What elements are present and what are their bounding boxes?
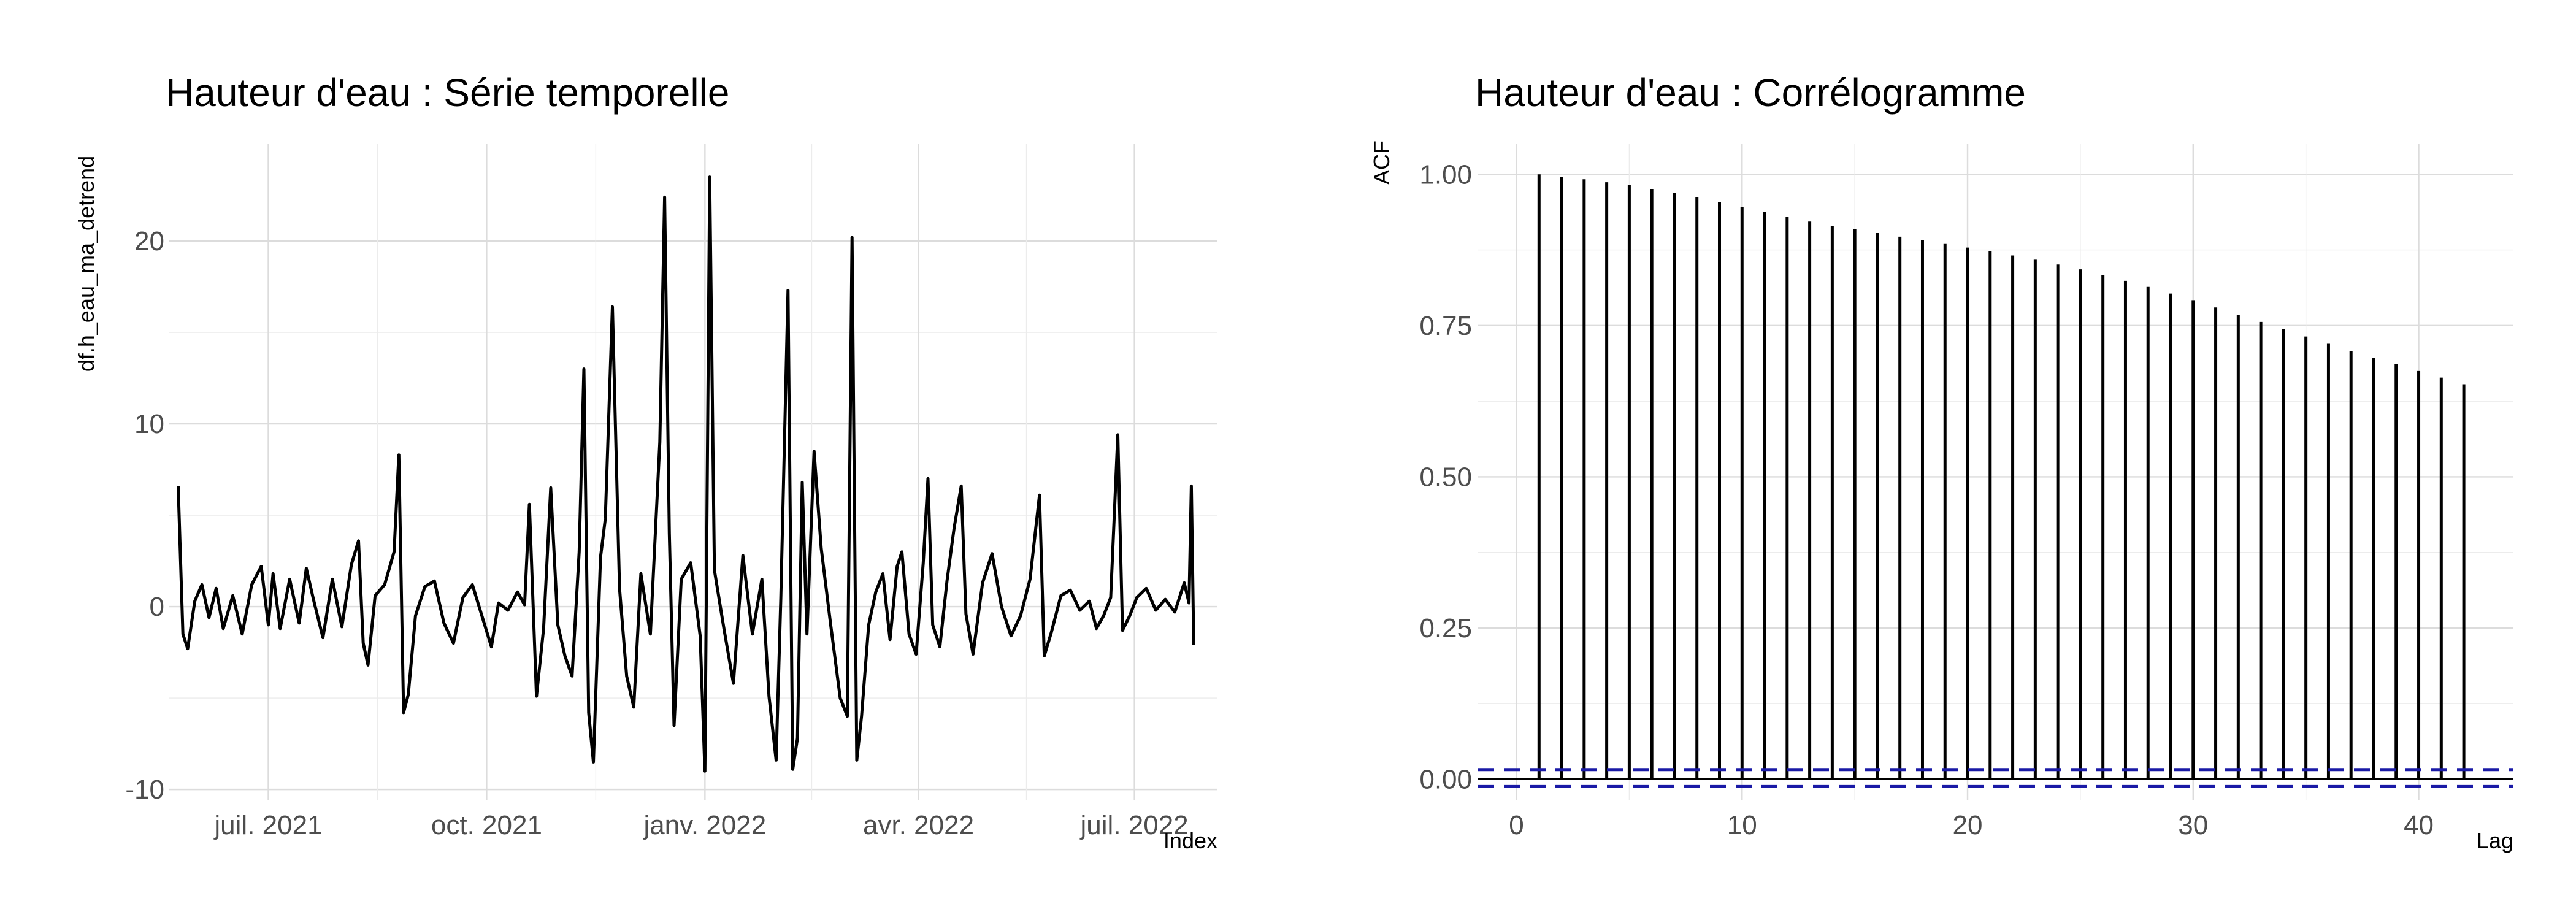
correlogram-panel: Hauteur d'eau : Corrélogramme 0.000.250.… bbox=[1369, 71, 2513, 853]
x-tick-label: 0 bbox=[1509, 810, 1524, 840]
time-series-panel: Hauteur d'eau : Série temporelle -10 0 10 2… bbox=[74, 71, 1217, 853]
y-tick-label: 1.00 bbox=[1419, 159, 1472, 190]
y-tick-label: 0.75 bbox=[1419, 311, 1472, 341]
y-tick-label: 20 bbox=[134, 226, 164, 256]
correlogram-title: Hauteur d'eau : Corrélogramme bbox=[1475, 71, 2026, 115]
x-tick-label: juil. 2021 bbox=[213, 810, 322, 840]
correlogram-confidence-bounds bbox=[1478, 768, 2513, 788]
correlogram-grid bbox=[1478, 144, 2513, 800]
time-series-y-label: df.h_eau_ma_detrend bbox=[74, 156, 99, 372]
y-tick-label: -10 bbox=[125, 775, 164, 805]
time-series-y-ticks: -10 0 10 20 bbox=[125, 226, 164, 805]
correlogram-y-ticks: 0.00 0.25 0.50 0.75 1.00 bbox=[1419, 159, 1472, 794]
x-tick-label: oct. 2021 bbox=[431, 810, 542, 840]
x-tick-label: juil. 2022 bbox=[1079, 810, 1189, 840]
correlogram-x-label: Lag bbox=[2477, 828, 2513, 853]
y-tick-label: 0.25 bbox=[1419, 613, 1472, 643]
correlogram-bars bbox=[1478, 174, 2513, 780]
time-series-grid bbox=[169, 144, 1217, 800]
correlogram-y-label: ACF bbox=[1369, 140, 1394, 185]
y-tick-label: 0.00 bbox=[1419, 764, 1472, 794]
time-series-line bbox=[177, 175, 1195, 773]
time-series-title: Hauteur d'eau : Série temporelle bbox=[166, 71, 729, 115]
x-tick-label: 30 bbox=[2178, 810, 2208, 840]
time-series-x-label: Index bbox=[1163, 828, 1217, 853]
y-tick-label: 0 bbox=[150, 592, 164, 622]
x-tick-label: avr. 2022 bbox=[863, 810, 974, 840]
y-tick-label: 0.50 bbox=[1419, 462, 1472, 492]
x-tick-label: 40 bbox=[2404, 810, 2434, 840]
x-tick-label: janv. 2022 bbox=[642, 810, 766, 840]
correlogram-x-ticks: 0 10 20 30 40 bbox=[1509, 810, 2434, 840]
y-tick-label: 10 bbox=[134, 409, 164, 439]
x-tick-label: 20 bbox=[1953, 810, 1983, 840]
x-tick-label: 10 bbox=[1727, 810, 1757, 840]
time-series-x-ticks: juil. 2021 oct. 2021 janv. 2022 avr. 2022 ju… bbox=[213, 810, 1188, 840]
